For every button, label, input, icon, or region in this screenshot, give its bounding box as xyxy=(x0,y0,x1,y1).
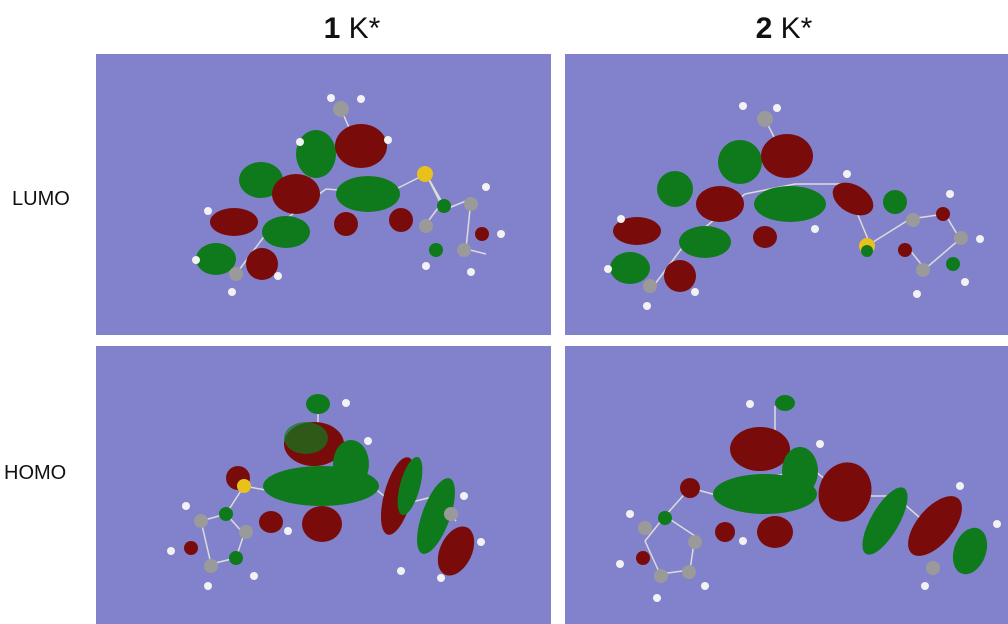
state-label: K* xyxy=(348,12,381,45)
state-label: K* xyxy=(780,12,813,45)
orbital-panel-2-lumo xyxy=(565,54,1008,335)
molecule-render xyxy=(192,94,505,296)
column-title-2: 2 K* xyxy=(684,12,884,46)
orbital-panel-1-homo xyxy=(96,346,551,624)
compound-number: 1 xyxy=(323,12,341,45)
row-label-homo: HOMO xyxy=(4,462,67,484)
molecule-render xyxy=(604,102,984,310)
column-title-1: 1 K* xyxy=(252,12,452,46)
compound-number: 2 xyxy=(755,12,773,45)
orbital-panel-1-lumo xyxy=(96,54,551,335)
molecule-render xyxy=(616,395,1001,602)
molecule-render xyxy=(167,394,485,590)
row-label-lumo: LUMO xyxy=(12,188,70,210)
orbital-panel-2-homo xyxy=(565,346,1008,624)
